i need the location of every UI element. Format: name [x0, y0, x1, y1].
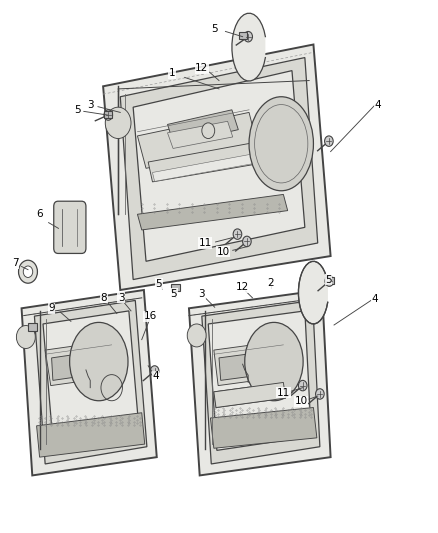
Text: 5: 5: [171, 289, 177, 298]
Polygon shape: [167, 110, 238, 144]
Text: 11: 11: [277, 388, 290, 398]
Circle shape: [187, 324, 206, 347]
Circle shape: [150, 366, 159, 376]
Circle shape: [105, 107, 131, 139]
Text: 4: 4: [371, 294, 378, 304]
Text: 10: 10: [217, 247, 230, 257]
Polygon shape: [43, 311, 140, 450]
FancyBboxPatch shape: [239, 32, 247, 39]
Polygon shape: [152, 152, 262, 181]
Text: 5: 5: [212, 24, 218, 34]
Text: 10: 10: [295, 396, 308, 406]
Polygon shape: [202, 301, 320, 464]
Polygon shape: [167, 122, 233, 149]
Polygon shape: [21, 290, 157, 475]
Ellipse shape: [249, 97, 314, 191]
Polygon shape: [210, 408, 317, 448]
Text: 4: 4: [374, 100, 381, 110]
Text: 2: 2: [267, 278, 274, 288]
Polygon shape: [138, 112, 258, 168]
Circle shape: [16, 326, 35, 349]
Text: 5: 5: [155, 279, 162, 289]
Polygon shape: [35, 301, 147, 464]
Polygon shape: [148, 141, 268, 182]
Circle shape: [244, 31, 252, 42]
FancyBboxPatch shape: [28, 324, 36, 331]
Polygon shape: [214, 383, 286, 408]
Text: 1: 1: [169, 68, 175, 78]
Text: 9: 9: [48, 303, 55, 313]
Circle shape: [243, 236, 251, 247]
Text: 8: 8: [101, 293, 107, 303]
Polygon shape: [219, 351, 272, 381]
Polygon shape: [45, 341, 118, 385]
Circle shape: [325, 276, 334, 286]
Circle shape: [104, 110, 113, 120]
Text: 7: 7: [12, 259, 18, 269]
Text: 11: 11: [199, 238, 212, 248]
Text: 5: 5: [74, 105, 81, 115]
Polygon shape: [298, 261, 328, 324]
FancyBboxPatch shape: [171, 284, 180, 291]
Text: 12: 12: [195, 63, 208, 73]
Circle shape: [18, 260, 37, 283]
Text: 5: 5: [325, 274, 332, 285]
Polygon shape: [189, 290, 331, 475]
FancyBboxPatch shape: [325, 277, 334, 284]
Text: 3: 3: [87, 100, 94, 110]
Polygon shape: [214, 341, 288, 385]
Circle shape: [233, 229, 242, 239]
FancyBboxPatch shape: [103, 111, 112, 118]
Polygon shape: [36, 413, 145, 457]
Circle shape: [298, 381, 307, 391]
Polygon shape: [52, 351, 100, 381]
Polygon shape: [214, 383, 286, 408]
Text: 12: 12: [236, 282, 249, 293]
Polygon shape: [298, 261, 328, 324]
Polygon shape: [120, 58, 318, 280]
FancyBboxPatch shape: [54, 201, 86, 254]
Text: 16: 16: [144, 311, 157, 321]
Text: 3: 3: [118, 293, 124, 303]
Text: 6: 6: [36, 209, 43, 219]
Circle shape: [23, 266, 33, 278]
Circle shape: [315, 389, 324, 399]
Ellipse shape: [245, 322, 303, 401]
Text: 4: 4: [152, 371, 159, 381]
Text: 3: 3: [198, 289, 205, 298]
Polygon shape: [208, 311, 311, 450]
Ellipse shape: [70, 322, 128, 401]
Circle shape: [325, 136, 333, 147]
Polygon shape: [133, 71, 305, 261]
Circle shape: [202, 123, 215, 139]
Polygon shape: [103, 45, 331, 290]
Polygon shape: [232, 13, 265, 81]
Polygon shape: [138, 195, 288, 230]
